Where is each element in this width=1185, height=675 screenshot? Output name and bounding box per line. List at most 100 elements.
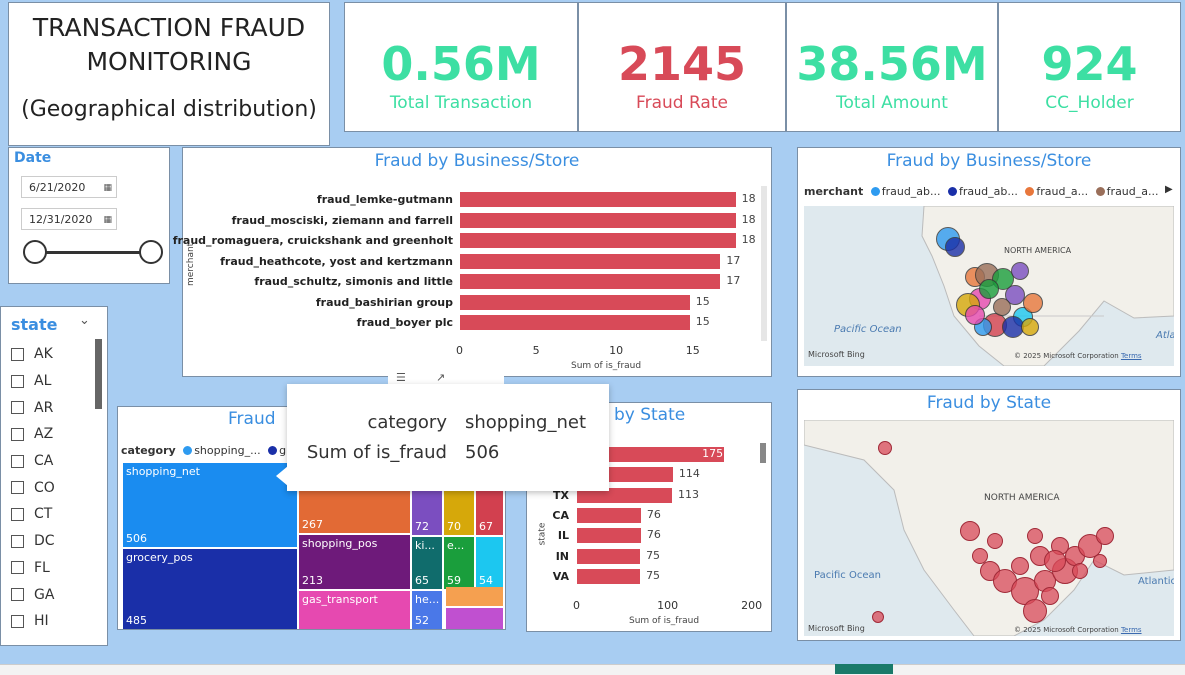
map-bubble[interactable] — [1005, 285, 1025, 305]
bar[interactable] — [577, 568, 641, 584]
treemap-tile[interactable]: grocery_pos 485 — [123, 549, 297, 629]
legend-item[interactable]: fraud_a... — [1021, 185, 1088, 198]
bar[interactable] — [460, 212, 736, 228]
treemap-tile[interactable]: he... 52 — [412, 591, 442, 629]
treemap-tile[interactable]: shopping_pos 213 — [299, 535, 410, 589]
state-option-label: AZ — [34, 426, 54, 443]
treemap-tile[interactable]: gas_transport — [299, 591, 410, 629]
state-option-hi[interactable]: HI — [11, 608, 93, 635]
bar[interactable] — [577, 487, 673, 503]
chart-scrollbar[interactable] — [761, 186, 767, 341]
map-bubble[interactable] — [1072, 563, 1088, 579]
bar[interactable] — [460, 233, 736, 248]
bar[interactable] — [460, 253, 721, 269]
treemap-tile[interactable]: 54 — [476, 537, 503, 589]
map-bubble[interactable] — [878, 441, 892, 455]
checkbox[interactable] — [11, 427, 24, 441]
bar[interactable] — [577, 447, 725, 462]
kpi-fraud-rate[interactable]: 2145 Fraud Rate — [578, 2, 786, 132]
map-bubble[interactable] — [1041, 587, 1059, 605]
map-label: Atlantic — [1138, 576, 1174, 587]
state-option-ga[interactable]: GA — [11, 581, 93, 608]
checkbox[interactable] — [11, 507, 24, 521]
map-bubble[interactable] — [965, 305, 985, 325]
bar[interactable] — [460, 274, 721, 289]
drag-handle-icon[interactable]: ☰ — [396, 371, 406, 384]
kpi-cc-holder[interactable]: 924 CC_Holder — [998, 2, 1181, 132]
checkbox[interactable] — [11, 614, 24, 628]
legend-item[interactable]: fraud_a... — [1092, 185, 1159, 198]
bar[interactable] — [577, 528, 641, 544]
calendar-icon[interactable]: ▦ — [103, 215, 112, 225]
bar[interactable] — [460, 192, 736, 207]
treemap-tile[interactable]: 70 — [444, 491, 474, 535]
map-bubble[interactable] — [960, 521, 980, 541]
active-page-tab[interactable] — [835, 664, 893, 674]
map-bubble[interactable] — [1021, 318, 1039, 336]
bar[interactable] — [460, 294, 690, 310]
treemap-tile[interactable]: 67 — [476, 491, 503, 535]
map-bubble[interactable] — [945, 237, 965, 257]
state-option-az[interactable]: AZ — [11, 421, 93, 448]
map-bubble[interactable] — [1093, 554, 1107, 568]
legend-next-arrow-icon[interactable]: ▶ — [1165, 184, 1173, 195]
checkbox[interactable] — [11, 374, 24, 388]
state-option-al[interactable]: AL — [11, 368, 93, 395]
terms-link[interactable]: Terms — [1120, 352, 1142, 360]
map-bubble[interactable] — [1011, 262, 1029, 280]
terms-link[interactable]: Terms — [1120, 626, 1142, 634]
checkbox[interactable] — [11, 481, 24, 495]
treemap-tile[interactable] — [446, 608, 503, 629]
map-bubble[interactable] — [1096, 527, 1114, 545]
kpi-total-amount[interactable]: 38.56M Total Amount — [786, 2, 998, 132]
map-bubble[interactable] — [979, 279, 999, 299]
date-range-slider-track[interactable] — [34, 251, 150, 254]
calendar-icon[interactable]: ▦ — [103, 183, 112, 193]
date-range-end-handle[interactable] — [139, 240, 163, 264]
state-option-ca[interactable]: CA — [11, 448, 93, 475]
map-bubble[interactable] — [1027, 528, 1043, 544]
start-date-input[interactable]: 6/21/2020 ▦ — [21, 176, 117, 198]
map-canvas[interactable]: NORTH AMERICA Pacific Ocean Atla Microso… — [804, 206, 1174, 366]
checkbox[interactable] — [11, 588, 24, 602]
map-bubble[interactable] — [1044, 550, 1066, 572]
state-option-ak[interactable]: AK — [11, 341, 93, 368]
checkbox[interactable] — [11, 347, 24, 361]
state-option-dc[interactable]: DC — [11, 528, 93, 555]
map-bubble[interactable] — [1023, 599, 1047, 623]
end-date-input[interactable]: 12/31/2020 ▦ — [21, 208, 117, 230]
treemap-tile[interactable]: 72 — [412, 491, 442, 535]
map-bubble[interactable] — [1023, 293, 1043, 313]
state-list-scrollbar[interactable] — [95, 339, 102, 409]
map-bubble[interactable] — [1011, 557, 1029, 575]
bar[interactable] — [577, 548, 641, 564]
bar[interactable] — [577, 507, 641, 523]
legend-item[interactable]: fraud_ab... — [944, 185, 1018, 198]
map-bubble[interactable] — [993, 298, 1011, 316]
kpi-total-transaction[interactable]: 0.56M Total Transaction — [344, 2, 578, 132]
checkbox[interactable] — [11, 454, 24, 468]
checkbox[interactable] — [11, 561, 24, 575]
bar[interactable] — [460, 315, 690, 330]
checkbox[interactable] — [11, 401, 24, 415]
map-bubble[interactable] — [987, 533, 1003, 549]
treemap-tile[interactable]: shopping_net 506 — [123, 463, 297, 547]
legend-item[interactable]: shopping_... — [179, 444, 261, 457]
focus-mode-icon[interactable]: ↗ — [436, 371, 446, 384]
treemap-tile[interactable] — [446, 587, 503, 606]
treemap-tile[interactable]: e... 59 — [444, 537, 474, 589]
treemap-tile[interactable]: ki... 65 — [412, 537, 442, 589]
chevron-down-icon[interactable]: ⌄ — [79, 313, 90, 328]
state-option-ar[interactable]: AR — [11, 394, 93, 421]
map-bubble[interactable] — [972, 548, 988, 564]
legend-item[interactable]: fraud_ab... — [867, 185, 941, 198]
state-option-co[interactable]: CO — [11, 474, 93, 501]
chart-scrollbar[interactable] — [760, 443, 766, 463]
data-label: 114 — [678, 467, 700, 481]
checkbox[interactable] — [11, 534, 24, 548]
state-option-fl[interactable]: FL — [11, 555, 93, 582]
map-bubble[interactable] — [872, 611, 884, 623]
state-option-ct[interactable]: CT — [11, 501, 93, 528]
map-canvas[interactable]: NORTH AMERICA Pacific Ocean Atlantic Mic… — [804, 420, 1174, 636]
date-range-start-handle[interactable] — [23, 240, 47, 264]
